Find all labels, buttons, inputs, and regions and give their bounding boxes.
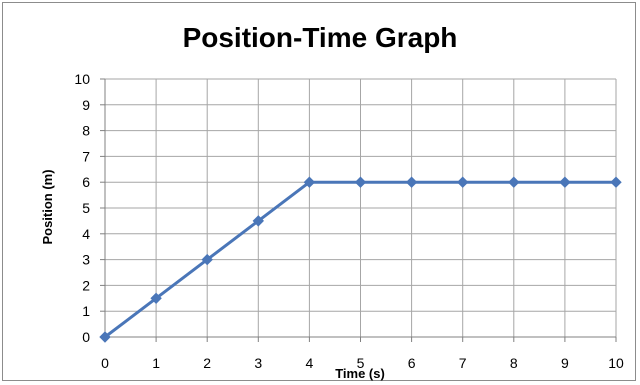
y-tick-label: 8 xyxy=(82,123,90,139)
x-tick-labels: 0 1 2 3 4 5 6 7 8 9 10 xyxy=(101,355,624,371)
y-tick-labels: 0 1 2 3 4 5 6 7 8 9 10 xyxy=(74,71,90,345)
x-tick-label: 4 xyxy=(306,355,314,371)
data-point-marker xyxy=(252,215,265,227)
data-point-marker xyxy=(354,176,367,188)
y-tick-label: 10 xyxy=(74,71,90,87)
y-tick-label: 9 xyxy=(82,97,90,113)
x-tick-label: 6 xyxy=(408,355,416,371)
data-point-marker xyxy=(303,176,316,188)
data-point-marker xyxy=(610,176,622,188)
y-tick-label: 1 xyxy=(82,303,90,319)
data-point-marker xyxy=(201,253,213,266)
x-tick-label: 1 xyxy=(152,355,160,371)
chart-title: Position-Time Graph xyxy=(182,22,458,53)
x-tick-label: 7 xyxy=(459,355,467,371)
y-tick-label: 0 xyxy=(82,329,90,345)
chart-frame xyxy=(2,2,636,381)
axes xyxy=(100,78,617,342)
y-tick-label: 2 xyxy=(82,277,90,293)
y-tick-label: 3 xyxy=(82,252,90,268)
y-tick-label: 4 xyxy=(82,226,90,242)
data-point-marker xyxy=(99,331,111,343)
x-tick-label: 2 xyxy=(203,355,211,371)
x-tick-label: 9 xyxy=(561,355,569,371)
y-tick-label: 6 xyxy=(82,174,90,190)
x-tick-label: 0 xyxy=(101,355,109,371)
y-tick-label: 7 xyxy=(82,148,90,164)
data-point-marker xyxy=(456,176,469,188)
data-point-marker xyxy=(405,176,418,188)
x-tick-label: 3 xyxy=(254,355,262,371)
x-tick-label: 8 xyxy=(510,355,518,371)
data-point-marker xyxy=(508,176,520,188)
data-point-marker xyxy=(559,176,571,188)
data-point-marker xyxy=(150,292,162,305)
y-axis-title: Position (m) xyxy=(40,169,55,244)
x-axis-title: Time (s) xyxy=(335,366,385,381)
data-points xyxy=(99,176,622,343)
x-tick-label: 10 xyxy=(608,355,624,371)
grid-lines xyxy=(105,78,617,337)
x-tick-label: 5 xyxy=(357,355,365,371)
y-tick-label: 5 xyxy=(82,200,90,216)
